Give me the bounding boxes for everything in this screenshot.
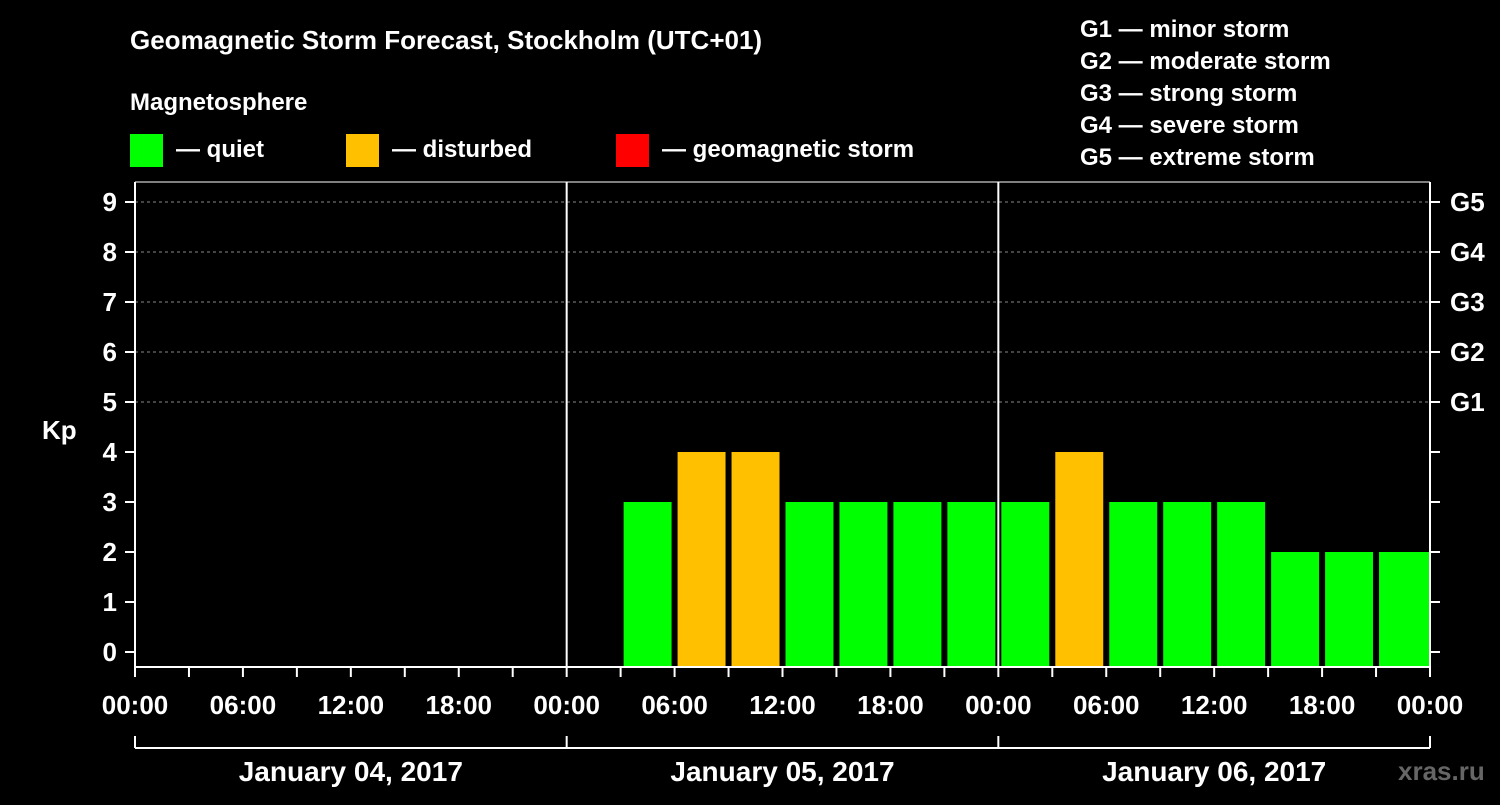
x-tick-label: 06:00 [210,690,277,720]
bars [623,452,1430,667]
y-tick-label: 3 [103,487,117,517]
legend-disturbed-label: — disturbed [392,136,532,163]
g-level-label: G5 [1450,187,1485,217]
x-tick-label: 06:00 [1073,690,1140,720]
day-label: January 05, 2017 [670,756,894,787]
x-tick-label: 12:00 [318,690,385,720]
y-tick-label: 5 [103,387,117,417]
x-tick-label: 00:00 [1397,690,1464,720]
x-tick-label: 00:00 [533,690,600,720]
y-tick-label: 4 [103,437,118,467]
kp-bar [1109,502,1158,667]
x-tick-label: 00:00 [965,690,1032,720]
kp-bar [1325,552,1374,667]
x-tick-label: 00:00 [102,690,169,720]
legend-quiet-label: — quiet [176,136,264,163]
watermark: xras.ru [1398,756,1485,786]
day-label: January 06, 2017 [1102,756,1326,787]
storm-level-g2: G2 — moderate storm [1080,48,1331,75]
y-tick-label: 8 [103,237,117,267]
storm-level-g5: G5 — extreme storm [1080,144,1315,171]
x-tick-label: 18:00 [1289,690,1356,720]
y-tick-label: 9 [103,187,117,217]
y-tick-label: 0 [103,637,117,667]
y-tick-label: 1 [103,587,117,617]
chart-title: Geomagnetic Storm Forecast, Stockholm (U… [130,25,762,55]
kp-bar [947,502,996,667]
x-tick-label: 12:00 [749,690,816,720]
g-level-label: G2 [1450,337,1485,367]
day-labels: January 04, 2017 January 05, 2017 January … [134,736,1431,787]
g-level-label: G3 [1450,287,1485,317]
y-tick-label: 6 [103,337,117,367]
ticks: 0 1 2 3 4 5 6 7 8 9 G1 G2 G3 G4 G5 00:00 06:00 12:00 18:00… [102,187,1485,720]
kp-bar [1163,502,1212,667]
day-label: January 04, 2017 [239,756,463,787]
kp-bar [1379,552,1430,667]
kp-bar [677,452,726,667]
storm-level-g3: G3 — strong storm [1080,80,1297,107]
y-tick-label: 7 [103,287,117,317]
legend-quiet-swatch [130,134,163,167]
y-tick-label: 2 [103,537,117,567]
kp-bar [1217,502,1266,667]
kp-bar [785,502,834,667]
x-tick-label: 18:00 [426,690,493,720]
kp-bar [893,502,942,667]
storm-level-g4: G4 — severe storm [1080,112,1299,139]
x-tick-label: 12:00 [1181,690,1248,720]
legend-storm-label: — geomagnetic storm [662,136,914,163]
kp-bar [839,502,888,667]
kp-bar [1271,552,1320,667]
kp-bar [731,452,780,667]
g-level-label: G1 [1450,387,1485,417]
storm-level-g1: G1 — minor storm [1080,16,1289,43]
magnetosphere-label: Magnetosphere [130,89,307,116]
kp-bar [623,502,672,667]
kp-bar [1055,452,1104,667]
x-tick-label: 18:00 [857,690,924,720]
g-level-label: G4 [1450,237,1485,267]
legend-storm-swatch [616,134,649,167]
y-axis-label: Kp [42,415,77,445]
legend-disturbed-swatch [346,134,379,167]
kp-bar [1001,502,1050,667]
x-tick-label: 06:00 [641,690,708,720]
